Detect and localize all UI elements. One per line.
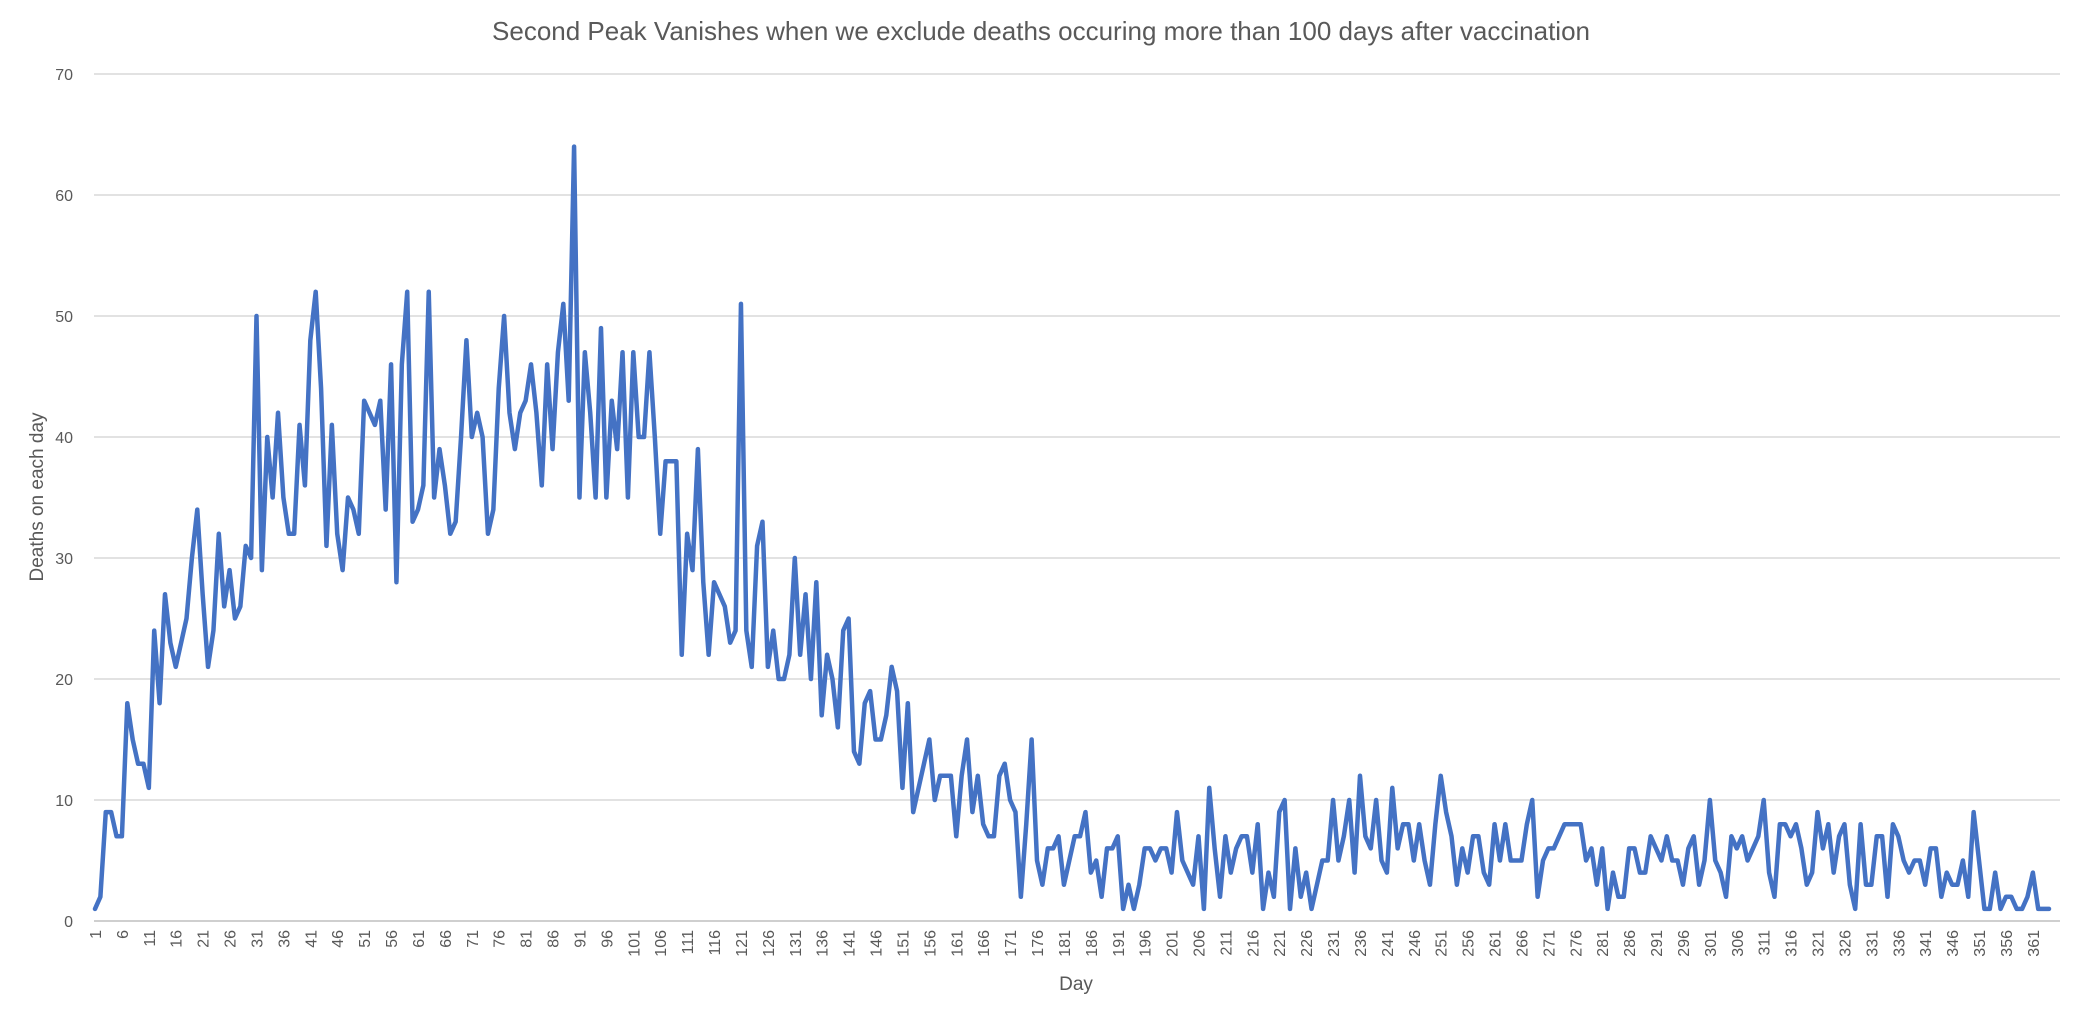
y-tick-label-30: 30 [55, 551, 73, 568]
x-tick-label-226: 226 [1299, 930, 1316, 957]
x-tick-label-91: 91 [572, 930, 589, 948]
x-axis-label: Day [1059, 974, 1093, 995]
x-tick-label-51: 51 [357, 930, 374, 948]
x-tick-label-86: 86 [546, 930, 563, 948]
x-tick-label-311: 311 [1757, 930, 1774, 956]
x-tick-label-81: 81 [519, 930, 536, 948]
x-tick-label-71: 71 [465, 930, 482, 948]
x-tick-label-241: 241 [1380, 930, 1397, 957]
x-tick-label-196: 196 [1138, 930, 1155, 957]
series-layer [92, 144, 2052, 912]
x-tick-label-261: 261 [1488, 930, 1505, 957]
x-tick-label-1: 1 [88, 930, 105, 939]
x-tick-label-76: 76 [492, 930, 509, 948]
x-tick-label-276: 276 [1568, 930, 1585, 957]
x-tick-label-326: 326 [1837, 930, 1854, 957]
x-tick-label-136: 136 [815, 930, 832, 957]
x-tick-label-166: 166 [976, 930, 993, 957]
x-tick-label-46: 46 [330, 930, 347, 948]
x-tick-label-286: 286 [1622, 930, 1639, 957]
x-tick-label-321: 321 [1811, 930, 1828, 957]
y-tick-label-70: 70 [55, 67, 73, 84]
x-tick-label-106: 106 [653, 930, 670, 957]
x-tick-label-41: 41 [303, 930, 320, 948]
x-tick-label-256: 256 [1461, 930, 1478, 957]
x-tick-label-216: 216 [1245, 930, 1262, 957]
x-tick-label-176: 176 [1030, 930, 1047, 957]
x-tick-label-266: 266 [1514, 930, 1531, 957]
x-tick-label-236: 236 [1353, 930, 1370, 957]
y-axis-ticks: 0 10 20 30 40 50 60 70 [55, 67, 73, 931]
y-axis-label: Deaths on each day [27, 412, 48, 582]
x-tick-label-181: 181 [1057, 930, 1074, 957]
x-tick-label-151: 151 [895, 930, 912, 957]
x-tick-label-271: 271 [1541, 930, 1558, 957]
x-tick-label-131: 131 [788, 930, 805, 957]
x-tick-label-56: 56 [384, 930, 401, 948]
x-tick-label-121: 121 [734, 930, 751, 957]
x-tick-label-16: 16 [169, 930, 186, 948]
x-tick-label-36: 36 [276, 930, 293, 948]
x-tick-label-101: 101 [626, 930, 643, 957]
x-tick-label-146: 146 [869, 930, 886, 957]
x-tick-label-246: 246 [1407, 930, 1424, 957]
x-tick-label-351: 351 [1972, 930, 1989, 957]
y-tick-label-0: 0 [64, 914, 73, 931]
x-axis-ticks: 1 6 11 16 21 26 31 36 41 46 51 56 61 66 71 76 81 86 91 96 10… [88, 930, 2043, 957]
x-tick-label-141: 141 [842, 930, 859, 957]
chart-title: Second Peak Vanishes when we exclude dea… [492, 16, 1590, 46]
x-tick-label-281: 281 [1595, 930, 1612, 957]
x-tick-label-116: 116 [707, 930, 724, 956]
x-tick-label-346: 346 [1945, 930, 1962, 957]
y-tick-label-60: 60 [55, 188, 73, 205]
x-tick-label-21: 21 [196, 930, 213, 948]
x-tick-label-301: 301 [1703, 930, 1720, 957]
gridlines [94, 73, 2060, 801]
x-tick-label-126: 126 [761, 930, 778, 957]
x-tick-label-316: 316 [1784, 930, 1801, 957]
y-tick-label-40: 40 [55, 430, 73, 447]
x-tick-label-111: 111 [680, 930, 697, 954]
x-tick-label-361: 361 [2026, 930, 2043, 957]
x-tick-label-96: 96 [599, 930, 616, 948]
x-tick-label-201: 201 [1165, 930, 1182, 957]
x-tick-label-296: 296 [1676, 930, 1693, 957]
x-tick-label-31: 31 [249, 930, 266, 948]
y-tick-label-20: 20 [55, 672, 73, 689]
x-tick-label-26: 26 [223, 930, 240, 948]
x-tick-label-251: 251 [1434, 930, 1451, 957]
y-tick-label-50: 50 [55, 309, 73, 326]
x-tick-label-66: 66 [438, 930, 455, 948]
x-tick-label-171: 171 [1003, 930, 1020, 957]
x-tick-label-156: 156 [922, 930, 939, 957]
x-tick-label-291: 291 [1649, 930, 1666, 957]
x-tick-label-61: 61 [411, 930, 428, 948]
x-tick-label-211: 211 [1218, 930, 1235, 956]
x-tick-label-341: 341 [1918, 930, 1935, 957]
x-tick-label-231: 231 [1326, 930, 1343, 957]
x-tick-label-331: 331 [1864, 930, 1881, 957]
y-tick-label-10: 10 [55, 793, 73, 810]
x-tick-label-206: 206 [1191, 930, 1208, 957]
x-tick-label-336: 336 [1891, 930, 1908, 957]
x-tick-label-221: 221 [1272, 930, 1289, 957]
x-tick-label-6: 6 [115, 930, 132, 939]
x-tick-label-11: 11 [142, 930, 159, 947]
x-tick-label-191: 191 [1111, 930, 1128, 957]
x-tick-label-306: 306 [1730, 930, 1747, 957]
x-tick-label-186: 186 [1084, 930, 1101, 957]
x-tick-label-356: 356 [1999, 930, 2016, 957]
x-tick-label-161: 161 [949, 930, 966, 957]
series-line-1 [92, 144, 2052, 912]
